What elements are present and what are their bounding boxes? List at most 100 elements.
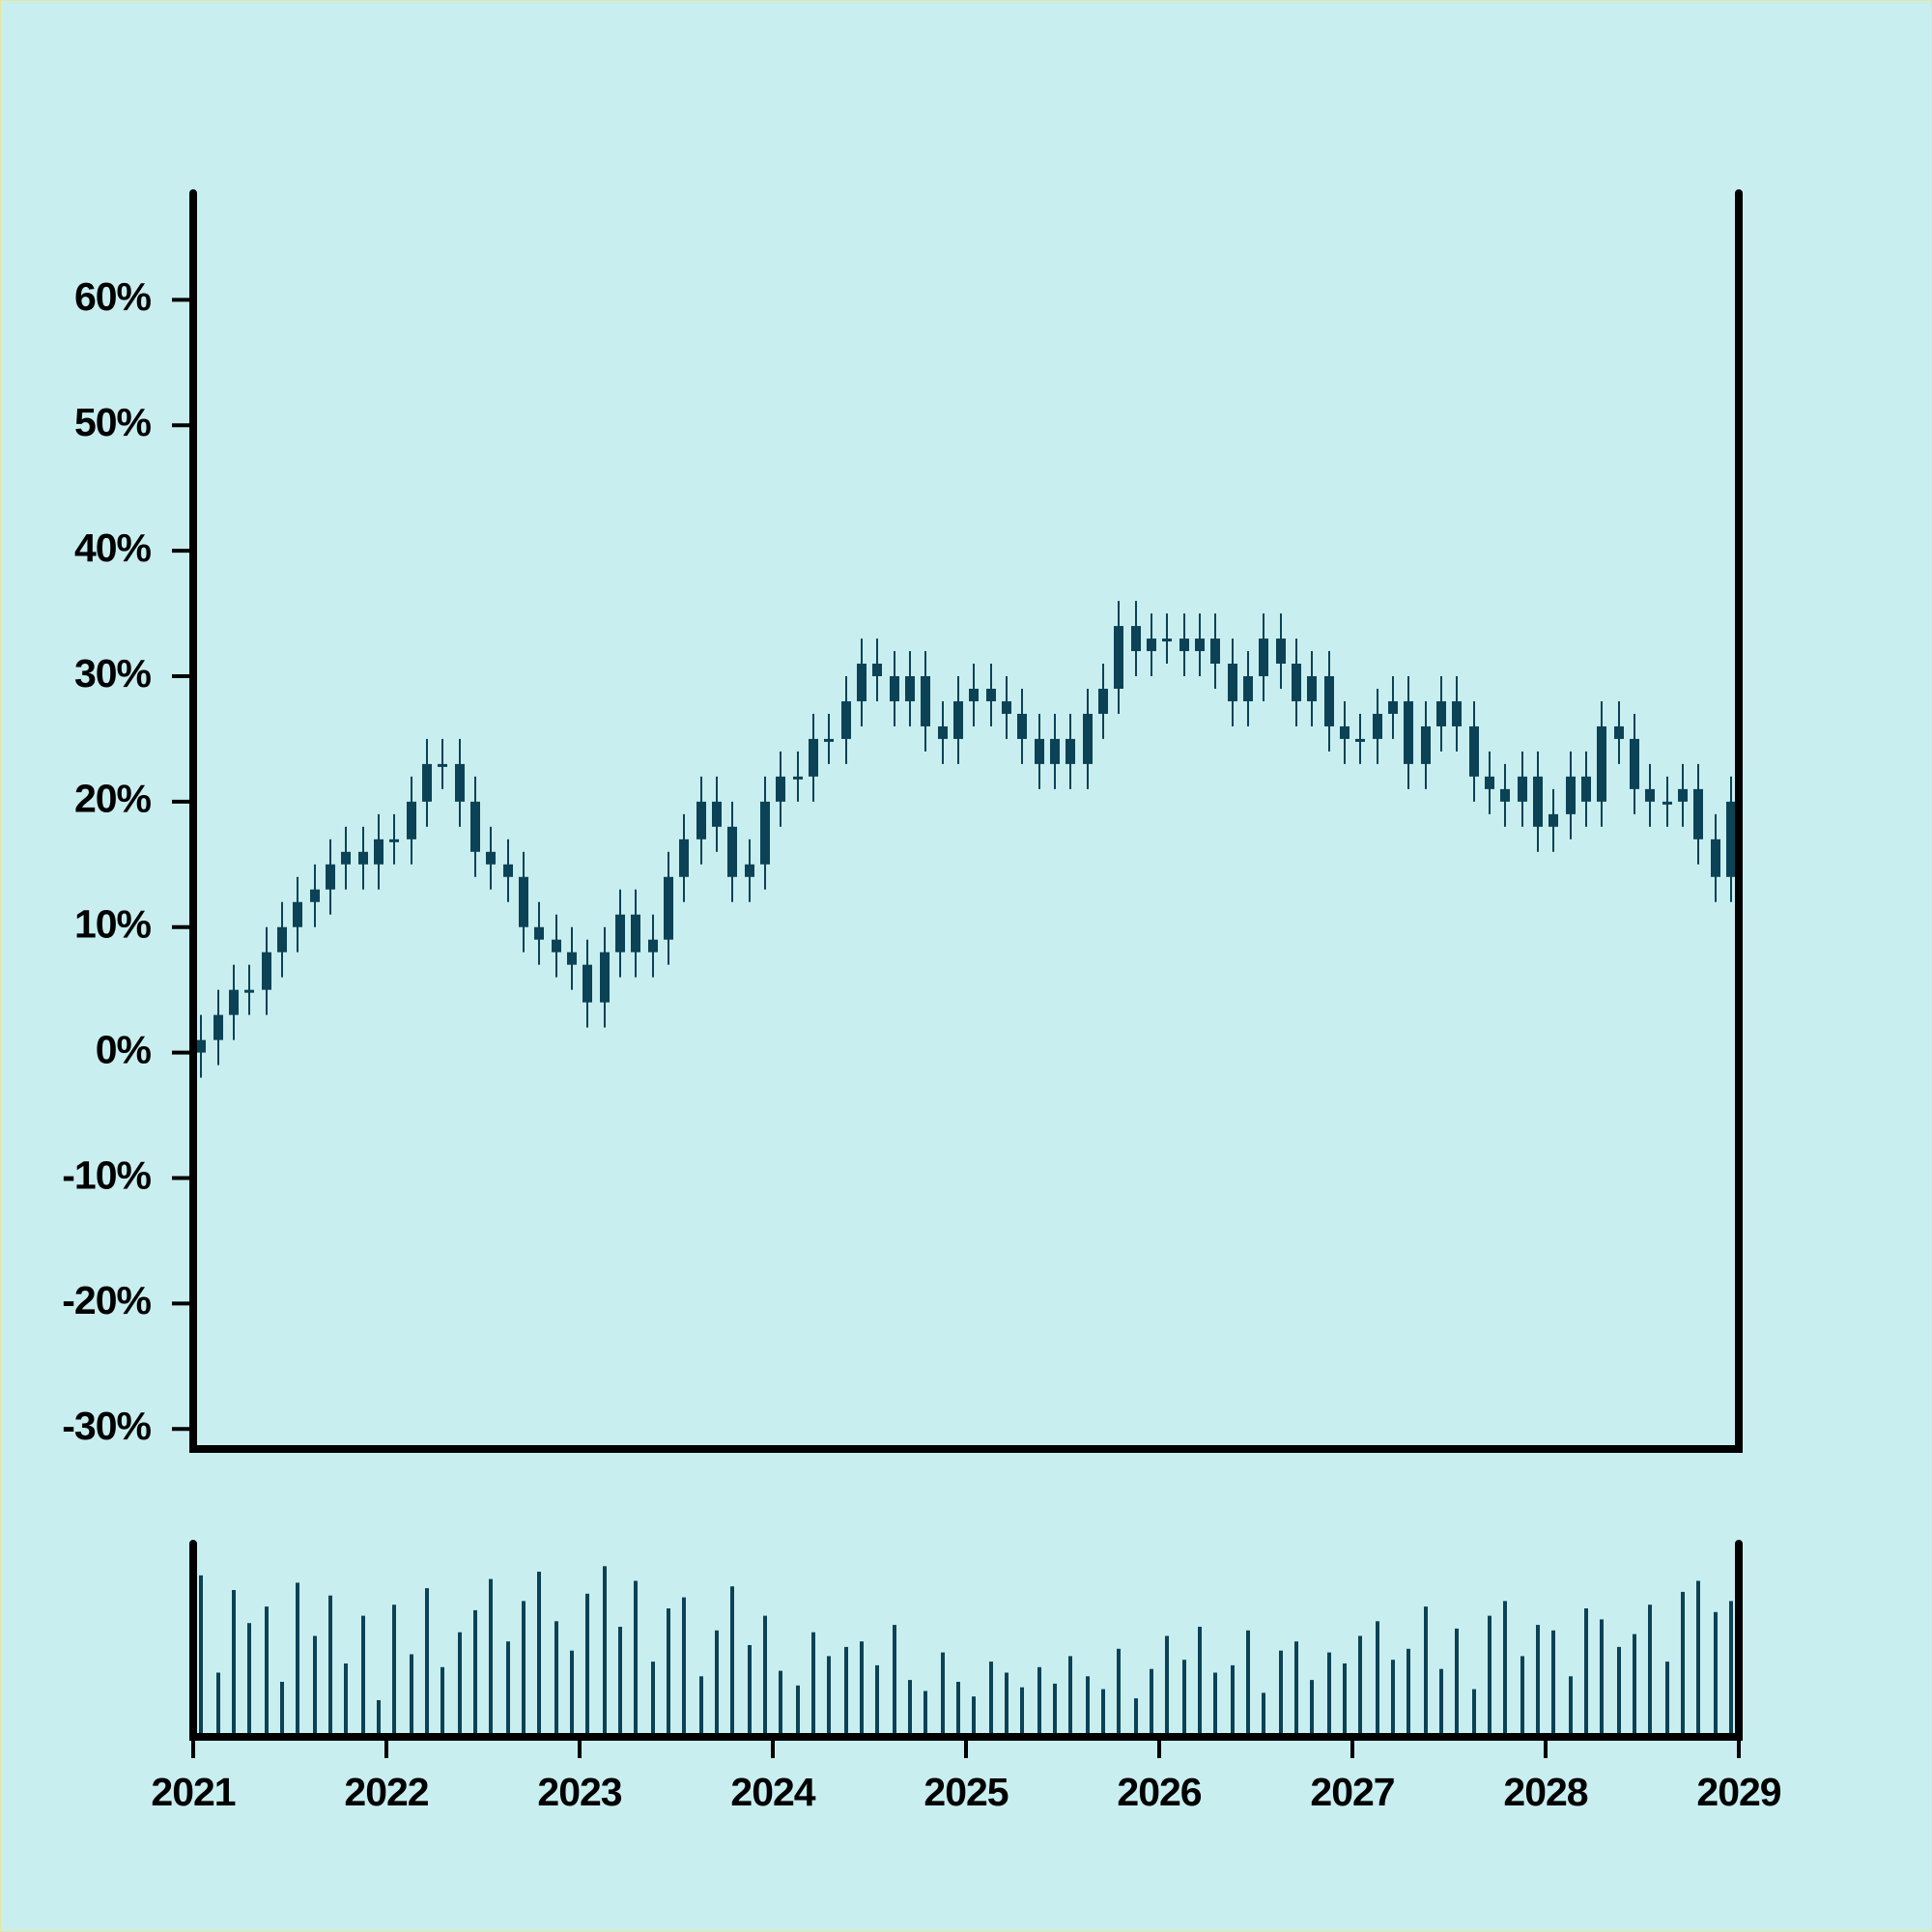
y-tick-label: -30% <box>62 1404 151 1448</box>
volume-bar <box>1696 1580 1700 1737</box>
candle-body <box>890 676 899 701</box>
candle-body <box>1131 626 1141 652</box>
candle-body <box>229 989 239 1015</box>
volume-bar <box>1101 1689 1105 1737</box>
volume-bar <box>1150 1668 1153 1737</box>
volume-bar <box>1376 1621 1379 1737</box>
candle-body <box>1726 801 1736 877</box>
volume-bar <box>1294 1641 1298 1737</box>
volume-bar <box>361 1615 365 1737</box>
volume-bar <box>1020 1687 1024 1737</box>
volume-bar <box>1551 1630 1555 1737</box>
candle-body <box>953 700 963 739</box>
volume-bar <box>1600 1619 1604 1737</box>
candle-body <box>1645 788 1655 802</box>
volume-bar <box>827 1656 831 1737</box>
candle-body <box>1518 776 1527 802</box>
candle-body <box>1179 639 1189 652</box>
candle-body <box>407 801 416 839</box>
candle-body <box>1292 664 1301 701</box>
candle-body <box>326 864 335 890</box>
candle-body <box>824 738 834 742</box>
candle-body <box>857 664 867 701</box>
candle-body <box>986 688 996 701</box>
volume-bar <box>1086 1676 1090 1737</box>
volume-bar <box>1005 1672 1009 1737</box>
volume-bar <box>941 1652 945 1737</box>
volume-bar <box>1262 1692 1265 1737</box>
volume-bar <box>1536 1625 1540 1737</box>
candle-body <box>648 939 658 952</box>
candle-body <box>696 801 706 839</box>
volume-bar <box>1665 1662 1669 1737</box>
volume-bar <box>392 1605 396 1737</box>
candle-body <box>438 763 447 767</box>
volume-bar <box>265 1606 269 1737</box>
volume-bar <box>811 1632 815 1737</box>
x-tick-label: 2029 <box>1696 1770 1780 1814</box>
volume-bar <box>489 1578 493 1737</box>
candle-body <box>1421 725 1431 764</box>
volume-bar <box>1584 1608 1588 1737</box>
candle-body <box>1693 788 1703 839</box>
candle-body <box>679 838 689 877</box>
candle-body <box>1162 639 1172 642</box>
volume-bar <box>908 1680 912 1737</box>
volume-bar <box>1617 1646 1621 1737</box>
candle-body <box>1228 664 1237 701</box>
volume-bar <box>1714 1611 1718 1737</box>
candle-body <box>1355 738 1365 742</box>
x-tick-label: 2023 <box>537 1770 621 1814</box>
candle-body <box>1566 776 1576 814</box>
candle-body <box>1711 838 1720 877</box>
volume-bar <box>1231 1664 1235 1737</box>
y-tick-label: 40% <box>74 526 152 570</box>
volume-bar <box>410 1654 413 1737</box>
volume-bar <box>1472 1689 1476 1737</box>
volume-bar <box>216 1672 220 1737</box>
volume-bar <box>585 1593 589 1737</box>
volume-bar <box>844 1646 848 1737</box>
candle-body <box>905 676 915 701</box>
volume-bar <box>699 1676 703 1737</box>
volume-bar <box>1213 1672 1217 1737</box>
candle-body <box>1340 725 1350 739</box>
candle-body <box>1630 738 1639 789</box>
y-tick-label: -10% <box>62 1152 151 1197</box>
volume-bar <box>1246 1630 1250 1737</box>
y-tick-label: 20% <box>74 777 152 821</box>
candle-body <box>1678 788 1688 802</box>
candle-body <box>1083 713 1093 764</box>
volume-bar <box>232 1590 236 1737</box>
candle-body <box>793 776 803 780</box>
volume-bar <box>1503 1601 1507 1737</box>
volume-bar <box>1165 1635 1169 1737</box>
volume-bar <box>730 1586 734 1737</box>
volume-bar <box>796 1685 800 1737</box>
volume-bar <box>875 1664 879 1737</box>
volume-bar <box>425 1588 429 1737</box>
volume-bar <box>458 1632 462 1737</box>
candle-body <box>921 676 930 726</box>
volume-bar <box>1182 1660 1186 1737</box>
candle-body <box>1662 801 1672 805</box>
volume-bar <box>247 1623 251 1737</box>
volume-bar <box>377 1700 381 1737</box>
volume-bar <box>1198 1627 1202 1737</box>
candle-body <box>1035 738 1044 764</box>
volume-bar <box>570 1650 574 1737</box>
candle-body <box>1114 626 1123 689</box>
candle-body <box>1404 700 1413 764</box>
candle-body <box>582 964 592 1003</box>
volume-bar <box>748 1645 752 1737</box>
volume-bar <box>1455 1628 1459 1737</box>
volume-bar <box>634 1580 638 1737</box>
candle-body <box>712 801 722 827</box>
candle-body <box>727 826 737 877</box>
candle-body <box>745 864 754 877</box>
volume-bar <box>1569 1676 1573 1737</box>
y-tick-label: 60% <box>74 274 152 319</box>
candle-body <box>1210 639 1220 665</box>
